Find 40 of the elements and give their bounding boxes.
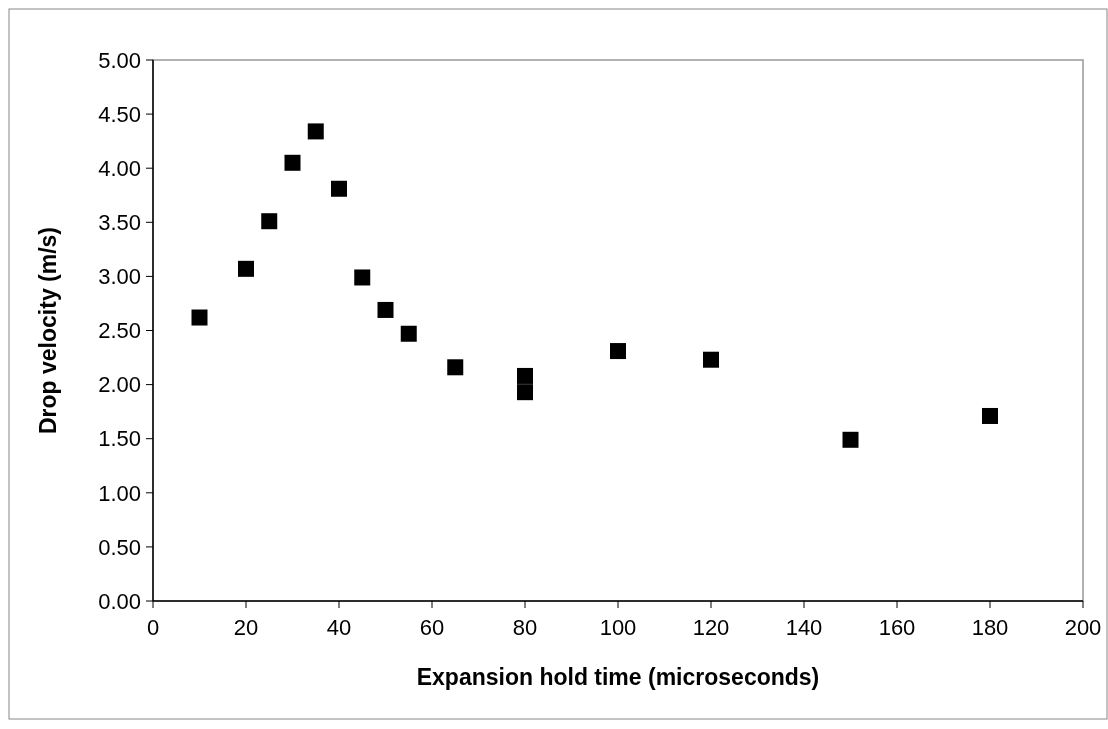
point — [261, 213, 278, 230]
x-tick-label: 0 — [146, 615, 160, 640]
point — [517, 367, 533, 384]
y-tick-label: 1.00 — [98, 480, 141, 506]
x-tick-label: 100 — [599, 615, 637, 640]
point — [284, 154, 301, 171]
point — [307, 123, 324, 140]
y-tick-label: 5.00 — [98, 47, 141, 73]
y-tick-label: 0.50 — [98, 534, 141, 560]
point — [400, 325, 417, 342]
x-tick-label: 120 — [692, 615, 730, 640]
x-tick-label: 60 — [419, 615, 445, 640]
y-axis-title: Drop velocity (m/s) — [35, 226, 61, 435]
y-tick-label: 3.00 — [98, 264, 141, 290]
y-tick-label: 4.50 — [98, 101, 141, 127]
point — [703, 351, 719, 368]
point — [191, 309, 208, 326]
point — [354, 269, 371, 286]
x-axis-title: Expansion hold time (microseconds) — [416, 664, 820, 690]
x-tick-label: 20 — [233, 615, 259, 640]
y-tick-label: 3.50 — [98, 210, 141, 235]
point — [447, 359, 464, 376]
y-tick-label: 2.50 — [98, 318, 141, 344]
x-tick-label: 160 — [878, 615, 916, 640]
point — [982, 407, 998, 424]
x-tick-label: 200 — [1064, 615, 1102, 640]
y-tick-label: 2.00 — [98, 372, 141, 398]
point — [377, 301, 394, 318]
point — [610, 343, 626, 360]
y-tick-label: 0.00 — [98, 588, 141, 614]
point — [238, 260, 254, 277]
point — [842, 431, 859, 448]
x-tick-label: 80 — [512, 615, 538, 640]
y-tick-label: 1.50 — [98, 426, 141, 452]
y-tick-label: 4.00 — [98, 155, 141, 181]
point — [331, 180, 347, 197]
x-tick-label: 180 — [971, 615, 1009, 640]
x-tick-label: 40 — [326, 615, 352, 640]
point — [517, 384, 533, 401]
x-tick-label: 140 — [785, 615, 823, 640]
